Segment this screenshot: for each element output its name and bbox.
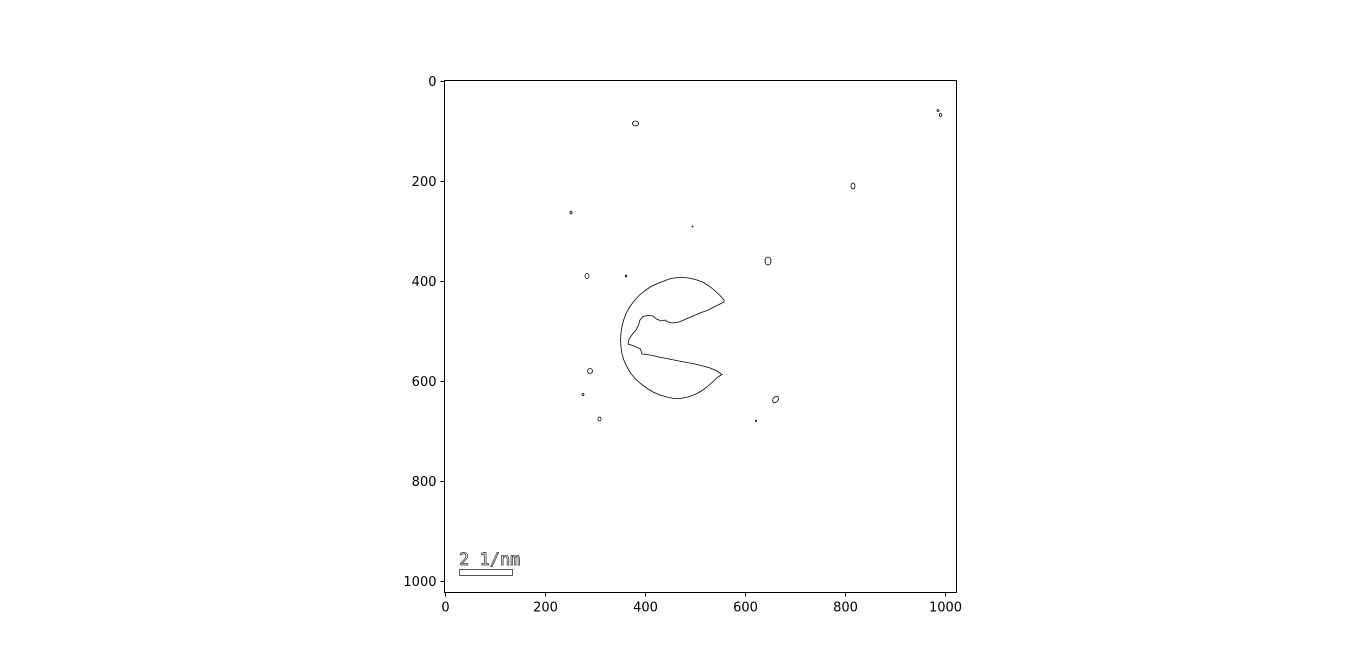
y-tick-label: 800 [412,475,437,490]
edge-contours [569,109,942,423]
x-tick-label: 1000 [929,601,962,616]
spot [569,210,573,215]
spot [584,273,590,279]
scale-bar-label: 2 1/nm [459,550,520,570]
beam-stop-contour [620,277,725,399]
x-tick-label: 800 [833,601,858,616]
image-area [444,80,956,592]
spot [772,395,779,404]
spot [632,120,639,127]
scale-bar-rect [459,569,513,576]
spot [597,416,602,422]
spot [624,274,628,278]
y-axis: 0 200 400 600 800 1000 [403,75,445,590]
y-tick-label: 600 [412,375,437,390]
scale-bar: 2 1/nm [459,550,521,576]
spot [691,225,694,228]
axes-frame [444,80,957,593]
y-tick-label: 200 [412,175,437,190]
spot [764,256,772,266]
spot [939,113,942,117]
spot [581,393,585,396]
x-tick-label: 0 [441,601,449,616]
y-tick-label: 400 [412,275,437,290]
x-tick-label: 400 [633,601,658,616]
y-tick-label: 1000 [403,575,436,590]
x-tick-label: 600 [733,601,758,616]
spot [936,109,940,112]
spot [755,419,757,423]
x-axis: 0 200 400 600 800 1000 [441,592,962,616]
y-tick-label: 0 [428,75,436,90]
x-tick-label: 200 [533,601,558,616]
spot [587,368,593,374]
spot [850,182,856,190]
